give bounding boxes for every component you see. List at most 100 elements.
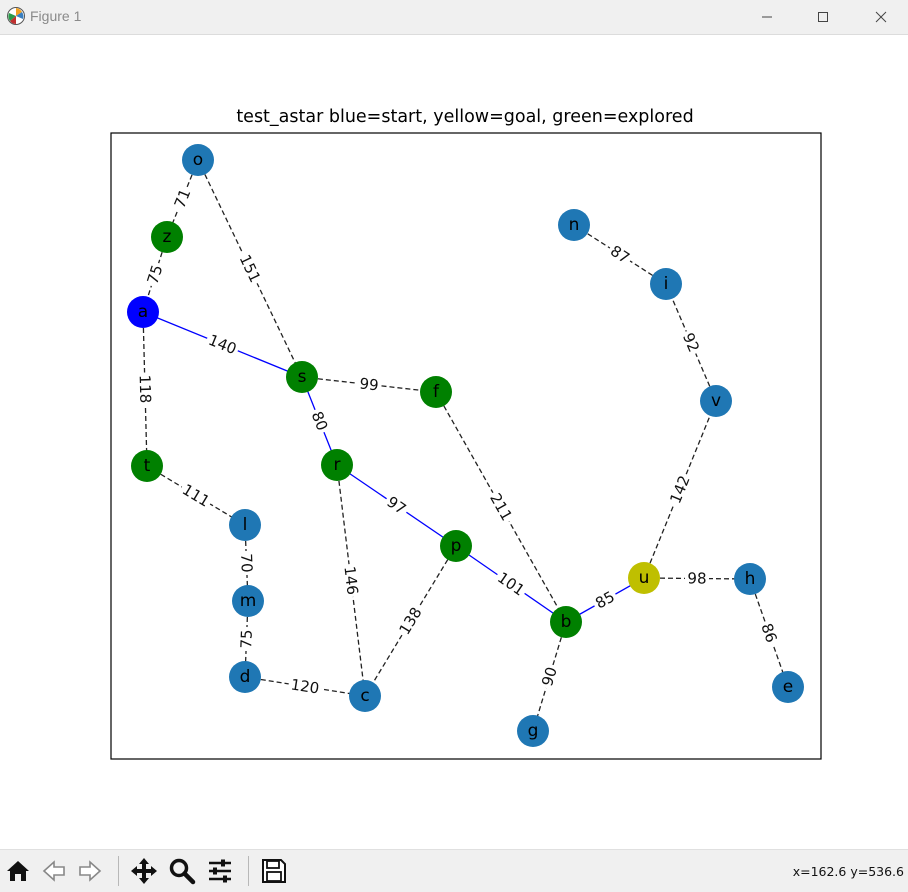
node-label: s xyxy=(298,367,307,387)
node-z: z xyxy=(151,221,183,253)
node-i: i xyxy=(650,268,682,300)
edge-label-background xyxy=(169,184,196,213)
save-button[interactable] xyxy=(258,855,290,887)
edge-weight-text: 75 xyxy=(237,629,256,649)
node-label: u xyxy=(639,568,650,588)
edge-weight-label: 75 xyxy=(237,626,256,652)
edge-label-background xyxy=(678,327,704,358)
edge-label-background xyxy=(485,488,517,526)
forward-button[interactable] xyxy=(74,855,106,887)
node-circle xyxy=(349,680,381,712)
configure-subplots-button[interactable] xyxy=(204,855,236,887)
node-v: v xyxy=(700,385,732,417)
edge-label-background xyxy=(237,550,256,576)
minimize-button[interactable] xyxy=(740,0,794,34)
edge-weight-label: 90 xyxy=(537,662,562,691)
toolbar-separator xyxy=(118,856,119,886)
home-button[interactable] xyxy=(2,855,34,887)
edge-label-background xyxy=(203,329,242,360)
figure-canvas[interactable]: test_astar blue=start, yellow=goal, gree… xyxy=(0,35,908,849)
edge-label-background xyxy=(234,249,266,288)
node-circle xyxy=(650,268,682,300)
node-label: v xyxy=(711,391,721,411)
edge-a-t xyxy=(142,311,148,467)
zoom-button[interactable] xyxy=(166,855,198,887)
magnifier-icon xyxy=(169,858,196,885)
node-e: e xyxy=(772,671,804,703)
edge-label-background xyxy=(756,618,782,648)
edge-weight-label: 70 xyxy=(237,550,256,576)
edge-weight-label: 92 xyxy=(678,327,704,358)
node-circle xyxy=(127,296,159,328)
title-bar: Figure 1 xyxy=(0,0,908,35)
node-h: h xyxy=(734,563,766,595)
edge-weight-label: 80 xyxy=(306,406,333,436)
move-arrows-icon xyxy=(131,858,157,884)
edge-weight-label: 118 xyxy=(135,372,155,406)
node-label: a xyxy=(138,302,148,322)
graph-plot: test_astar blue=start, yellow=goal, gree… xyxy=(110,107,822,760)
home-icon xyxy=(7,861,29,881)
edge-label-background xyxy=(142,260,168,289)
node-c: c xyxy=(349,680,381,712)
edge-weight-text: 98 xyxy=(687,569,706,587)
node-label: z xyxy=(163,227,172,247)
edge-weight-text: 86 xyxy=(757,621,780,645)
node-label: h xyxy=(745,569,756,589)
node-u: u xyxy=(628,562,660,594)
edge-weight-label: 86 xyxy=(756,618,782,648)
node-circle xyxy=(440,530,472,562)
edge-label-background xyxy=(590,586,620,614)
cursor-coordinates: x=162.6 y=536.6 xyxy=(792,864,904,879)
node-label: g xyxy=(528,721,539,741)
axes-frame xyxy=(110,132,822,760)
edge-weight-label: 146 xyxy=(340,563,362,598)
edge-label-background xyxy=(537,662,562,691)
node-circle xyxy=(151,221,183,253)
edge-label-background xyxy=(287,675,323,698)
node-p: p xyxy=(440,530,472,562)
edge-label-background xyxy=(356,374,382,395)
node-label: o xyxy=(193,150,203,170)
back-button[interactable] xyxy=(38,855,70,887)
edge-weight-label: 120 xyxy=(287,675,323,698)
edge-weight-text: 146 xyxy=(340,565,361,596)
maximize-button[interactable] xyxy=(796,0,850,34)
edge-weight-text: 70 xyxy=(237,553,256,573)
edge-weight-text: 120 xyxy=(289,675,320,697)
edge-weight-label: 99 xyxy=(356,374,382,395)
close-button[interactable] xyxy=(854,0,908,34)
node-circle xyxy=(286,361,318,393)
edge-label-background xyxy=(665,470,695,509)
edge-label-background xyxy=(605,240,635,269)
node-circle xyxy=(232,585,264,617)
edge-label-background xyxy=(394,602,427,640)
edge-p-c xyxy=(364,545,457,697)
edge-weight-text: 90 xyxy=(538,665,561,688)
matplotlib-logo-icon xyxy=(7,7,25,25)
pan-button[interactable] xyxy=(128,855,160,887)
edge-label-background xyxy=(492,567,530,601)
node-circle xyxy=(182,144,214,176)
node-circle xyxy=(558,209,590,241)
edge-weight-label: 98 xyxy=(684,569,710,588)
arrow-left-icon xyxy=(42,860,65,882)
node-circle xyxy=(734,563,766,595)
toolbar-separator xyxy=(248,856,249,886)
edge-label-background xyxy=(381,491,412,520)
edge-label-background xyxy=(306,406,333,436)
node-t: t xyxy=(131,450,163,482)
node-r: r xyxy=(321,449,353,481)
node-l: l xyxy=(229,509,261,541)
node-n: n xyxy=(558,209,590,241)
node-circle xyxy=(700,385,732,417)
node-a: a xyxy=(127,296,159,328)
edge-label-background xyxy=(340,563,362,598)
node-label: e xyxy=(783,677,793,697)
node-circle xyxy=(420,376,452,408)
edge-label-background xyxy=(135,372,155,406)
node-label: r xyxy=(334,455,341,475)
minimize-icon xyxy=(762,16,772,18)
floppy-disk-icon xyxy=(262,859,286,883)
node-o: o xyxy=(182,144,214,176)
